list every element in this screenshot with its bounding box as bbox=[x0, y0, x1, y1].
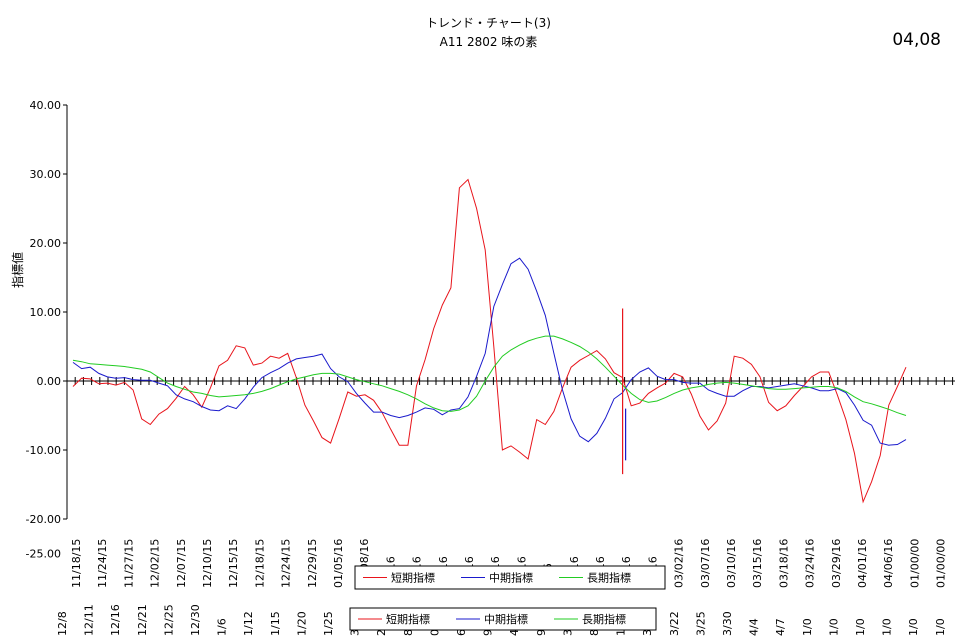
y-tick-label: 40.00 bbox=[30, 99, 62, 112]
period-code: 04,08 bbox=[892, 30, 941, 50]
chart-title: トレンド・チャート(3) bbox=[426, 16, 551, 30]
y-tick-label: 20.00 bbox=[30, 237, 62, 250]
x-tick-label: 11/27/15 bbox=[122, 539, 135, 588]
legend-box bbox=[354, 565, 666, 590]
x-tick-label: 9 bbox=[482, 629, 495, 636]
x-tick-label: 12/02/15 bbox=[149, 539, 162, 588]
legend-label: 長期指標 bbox=[582, 612, 626, 626]
legend-label: 短期指標 bbox=[386, 612, 430, 626]
x-tick-label: 3 bbox=[561, 629, 574, 636]
legend-label: 中期指標 bbox=[484, 612, 528, 626]
x-tick-label: 12/8 bbox=[56, 611, 69, 636]
x-tick-label: 1/15 bbox=[269, 611, 282, 636]
x-tick-label: 03/24/16 bbox=[804, 539, 817, 588]
series-line-2 bbox=[72, 257, 907, 446]
legend: 短期指標 中期指標 長期指標 bbox=[354, 565, 666, 590]
x-tick-label: 4/7 bbox=[774, 618, 787, 636]
x-tick-label: 12/10/15 bbox=[201, 539, 214, 588]
y-tick-label: 30.00 bbox=[30, 168, 62, 181]
x-tick-label: 1 bbox=[615, 629, 628, 636]
x-tick-label: 12/16 bbox=[109, 604, 122, 636]
series-line-3 bbox=[72, 335, 907, 416]
x-tick-label: 3/25 bbox=[694, 611, 707, 636]
x-tick-label: 3 bbox=[349, 629, 362, 636]
x-tick-label: 03/18/16 bbox=[777, 539, 790, 588]
x-tick-label: 4/4 bbox=[748, 618, 761, 636]
x-tick-label: 12/18/15 bbox=[253, 539, 266, 588]
x-tick-label: 01/00/00 bbox=[908, 539, 921, 588]
x-tick-label: 03/10/16 bbox=[725, 539, 738, 588]
chart-subtitle: A11 2802 味の素 bbox=[439, 35, 538, 49]
x-tick-label: 12/15/15 bbox=[227, 539, 240, 588]
x-tick-label: 12/25 bbox=[162, 604, 175, 636]
x-tick-label: 1/6 bbox=[216, 618, 229, 636]
x-tick-label: 8 bbox=[588, 629, 601, 636]
legend: 短期指標 中期指標 長期指標 bbox=[349, 607, 657, 631]
x-tick-label: 4 bbox=[508, 629, 521, 636]
x-tick-label: 01/05/16 bbox=[332, 539, 345, 588]
x-tick-label: 3/30 bbox=[721, 611, 734, 636]
x-tick-label: 11/18/15 bbox=[70, 539, 83, 588]
x-tick-label: 12/29/15 bbox=[306, 539, 319, 588]
x-tick-label: 12/24/15 bbox=[280, 539, 293, 588]
x-tick-label: 8 bbox=[402, 629, 415, 636]
x-tick-label: 1/0 bbox=[801, 618, 814, 636]
x-tick-label: 1/12 bbox=[242, 611, 255, 636]
x-tick-label: 1/0 bbox=[907, 618, 920, 636]
series-line-1 bbox=[72, 178, 907, 504]
legend-box bbox=[349, 607, 657, 631]
x-tick-label: 01/00/00 bbox=[935, 539, 948, 588]
y-tick-label: 10.00 bbox=[30, 306, 62, 319]
x-tick-label: 1/0 bbox=[881, 618, 894, 636]
x-tick-label: 12/21 bbox=[136, 604, 149, 636]
zero-line-ticks bbox=[66, 377, 954, 385]
x-tick-label: 04/01/16 bbox=[856, 539, 869, 588]
x-tick-label: 1/0 bbox=[934, 618, 947, 636]
legend-label: 長期指標 bbox=[587, 571, 631, 585]
x-tick-label: 1/0 bbox=[854, 618, 867, 636]
x-tick-label: 1/20 bbox=[295, 611, 308, 636]
x-tick-label: 03/07/16 bbox=[699, 539, 712, 588]
x-tick-label: 12/07/15 bbox=[175, 539, 188, 588]
x-tick-label: 04/06/16 bbox=[882, 539, 895, 588]
x-tick-label: 11/24/15 bbox=[96, 539, 109, 588]
x-tick-label: 2 bbox=[375, 629, 388, 636]
y-tick-label: -10.00 bbox=[26, 444, 61, 457]
legend-label: 短期指標 bbox=[391, 571, 435, 585]
x-tick-label: 9 bbox=[535, 629, 548, 636]
legend-label: 中期指標 bbox=[489, 571, 533, 585]
y-axis-label: 指標値 bbox=[10, 252, 25, 288]
x-tick-label: 6 bbox=[455, 629, 468, 636]
x-tick-label: 03/02/16 bbox=[673, 539, 686, 588]
x-tick-label: 0 bbox=[428, 629, 441, 636]
y-tick-label: -20.00 bbox=[26, 513, 61, 526]
x-tick-label: 3/22 bbox=[668, 611, 681, 636]
x-tick-label: 1/25 bbox=[322, 611, 335, 636]
x-tick-label: 12/30 bbox=[189, 604, 202, 636]
y-tick-label: 0.00 bbox=[37, 375, 62, 388]
x-tick-label: 12/11 bbox=[83, 604, 96, 636]
x-tick-label: 03/15/16 bbox=[751, 539, 764, 588]
y-tick-label: -25.00 bbox=[26, 548, 61, 561]
x-tick-label: 03/29/16 bbox=[830, 539, 843, 588]
x-tick-label: 1/0 bbox=[827, 618, 840, 636]
